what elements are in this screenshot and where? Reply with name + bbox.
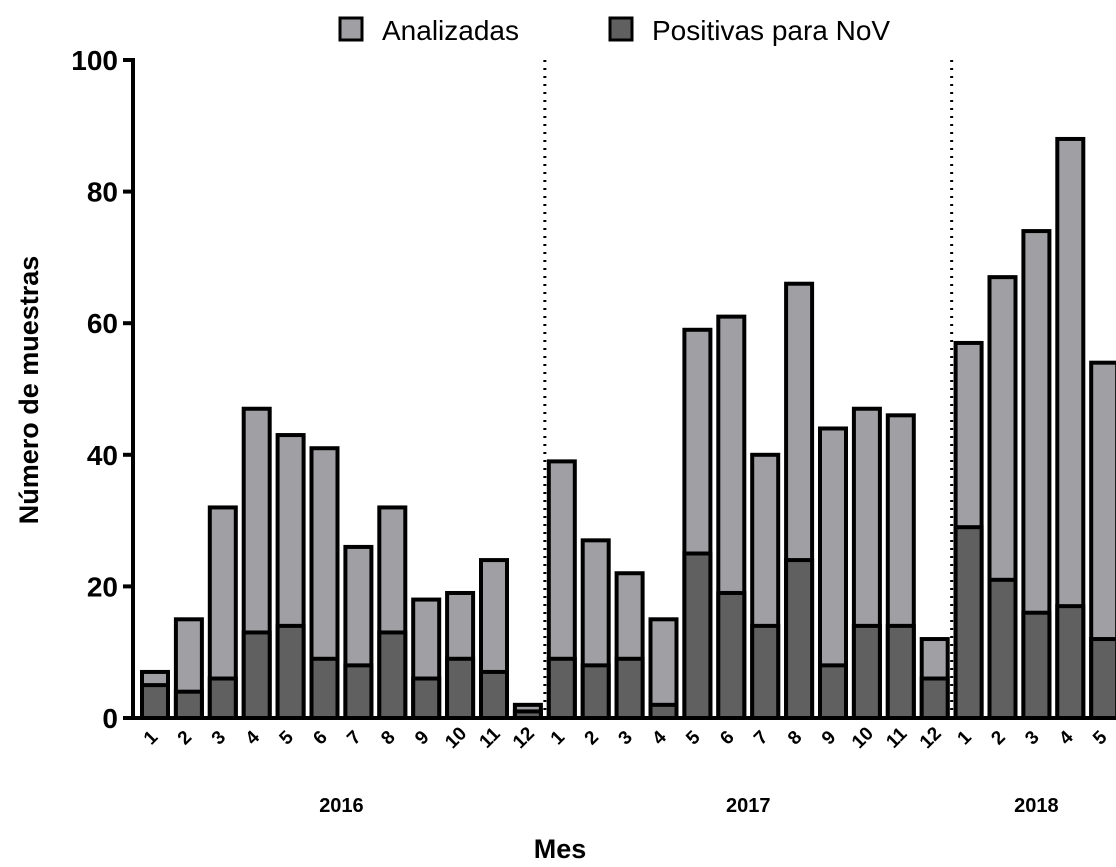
x-tick-label: 12: [509, 723, 539, 753]
group-label: 2017: [726, 795, 771, 817]
x-tick-label: 9: [818, 727, 840, 749]
legend-label: Positivas para NoV: [652, 15, 890, 46]
bar: [479, 669, 509, 721]
y-tick-label: 0: [102, 703, 118, 734]
x-tick-label: 6: [716, 727, 738, 749]
legend-swatch: [338, 16, 364, 42]
x-tick-label: 5: [276, 727, 299, 750]
bar: [411, 676, 442, 721]
x-tick-label: 3: [615, 727, 637, 749]
x-tick-label: 12: [916, 723, 946, 753]
bar: [1089, 637, 1116, 720]
x-tick-label: 1: [547, 727, 570, 750]
x-tick-label: 11: [476, 723, 505, 752]
bar: [580, 663, 611, 720]
bar: [987, 577, 1018, 720]
x-tick-label: 1: [954, 727, 977, 750]
group-label: 2016: [319, 795, 364, 817]
x-tick-label: 6: [309, 727, 331, 749]
x-tick-label: 7: [750, 727, 772, 749]
x-tick-label: 2: [174, 727, 196, 749]
x-tick-label: 9: [411, 727, 433, 749]
x-tick-label: 7: [343, 727, 365, 749]
bar: [275, 623, 306, 721]
legend-swatch: [608, 16, 634, 42]
y-tick-label: 100: [71, 45, 118, 76]
x-tick-label: 4: [1055, 727, 1078, 750]
bar: [173, 689, 204, 720]
bar: [953, 525, 984, 720]
bar: [885, 623, 916, 721]
x-tick-label: 8: [377, 727, 399, 749]
bar: [750, 623, 781, 721]
bar: [140, 683, 170, 720]
x-tick-label: 4: [648, 727, 671, 750]
bar: [818, 663, 848, 720]
x-tick-label: 2: [987, 727, 1009, 749]
bar: [682, 551, 713, 720]
y-tick-label: 60: [87, 308, 118, 339]
x-tick-label: 8: [784, 727, 806, 749]
y-tick-label: 20: [87, 571, 118, 602]
x-tick-label: 4: [242, 727, 265, 750]
bar: [445, 656, 476, 721]
bar: [919, 676, 950, 721]
bar: [309, 656, 340, 721]
bar: [241, 630, 272, 721]
bar: [851, 623, 882, 721]
legend-label: Analizadas: [382, 15, 519, 46]
bar: [716, 590, 747, 720]
bar: [1021, 610, 1052, 720]
x-tick-label: 10: [848, 723, 878, 753]
y-tick-label: 80: [87, 177, 118, 208]
x-tick-label: 1: [140, 727, 163, 750]
x-axis-title: Mes: [534, 834, 587, 864]
bar: [546, 656, 577, 721]
bar: [784, 558, 815, 721]
bar: [648, 617, 679, 720]
bar: [207, 676, 238, 721]
bar: [614, 656, 645, 721]
y-tick-label: 40: [87, 440, 118, 471]
x-tick-label: 5: [1089, 727, 1112, 750]
x-tick-label: 11: [882, 723, 911, 752]
x-tick-label: 3: [208, 727, 230, 749]
bar: [343, 663, 374, 720]
x-tick-label: 3: [1021, 727, 1043, 749]
group-label: 2018: [1014, 795, 1059, 817]
x-tick-label: 2: [581, 727, 603, 749]
bar: [377, 630, 408, 721]
x-tick-label: 10: [441, 723, 471, 753]
x-tick-label: 5: [682, 727, 705, 750]
bar: [1055, 604, 1086, 721]
y-axis-title: Número de muestras: [14, 256, 44, 525]
